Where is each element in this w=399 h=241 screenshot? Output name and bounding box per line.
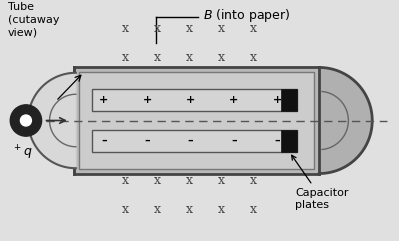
Text: $^+q$: $^+q$	[12, 143, 32, 162]
Text: Capacitor
plates: Capacitor plates	[292, 155, 349, 210]
Bar	[281, 130, 297, 152]
Text: x: x	[218, 51, 225, 64]
Bar	[92, 89, 297, 111]
Text: –: –	[101, 136, 107, 146]
Text: +: +	[273, 95, 282, 105]
Text: +: +	[142, 95, 152, 105]
Polygon shape	[28, 73, 76, 168]
Circle shape	[20, 115, 32, 126]
Text: Tube
(cutaway
view): Tube (cutaway view)	[8, 2, 59, 37]
Text: v: v	[53, 93, 60, 106]
Text: x: x	[122, 22, 129, 35]
Text: x: x	[218, 203, 225, 216]
Text: x: x	[250, 174, 257, 187]
Text: x: x	[186, 22, 193, 35]
Polygon shape	[319, 67, 372, 174]
Text: x: x	[250, 51, 257, 64]
Bar	[74, 67, 319, 174]
Text: +: +	[99, 95, 109, 105]
Text: x: x	[250, 22, 257, 35]
Text: x: x	[186, 203, 193, 216]
Text: x: x	[250, 203, 257, 216]
Text: x: x	[122, 203, 129, 216]
Text: x: x	[122, 174, 129, 187]
Text: –: –	[188, 136, 194, 146]
Text: x: x	[186, 51, 193, 64]
Text: x: x	[122, 51, 129, 64]
Text: $B$ (into paper): $B$ (into paper)	[203, 7, 291, 24]
Text: –: –	[231, 136, 237, 146]
Text: –: –	[275, 136, 280, 146]
Text: –: –	[144, 136, 150, 146]
Text: x: x	[186, 174, 193, 187]
Text: x: x	[154, 174, 161, 187]
Text: +: +	[186, 95, 195, 105]
Bar	[79, 73, 314, 168]
Text: x: x	[218, 174, 225, 187]
Text: x: x	[154, 203, 161, 216]
Text: +: +	[229, 95, 239, 105]
Text: x: x	[154, 51, 161, 64]
Text: x: x	[154, 22, 161, 35]
Text: x: x	[218, 22, 225, 35]
Bar	[281, 89, 297, 111]
Circle shape	[10, 105, 41, 136]
Bar	[92, 130, 297, 152]
